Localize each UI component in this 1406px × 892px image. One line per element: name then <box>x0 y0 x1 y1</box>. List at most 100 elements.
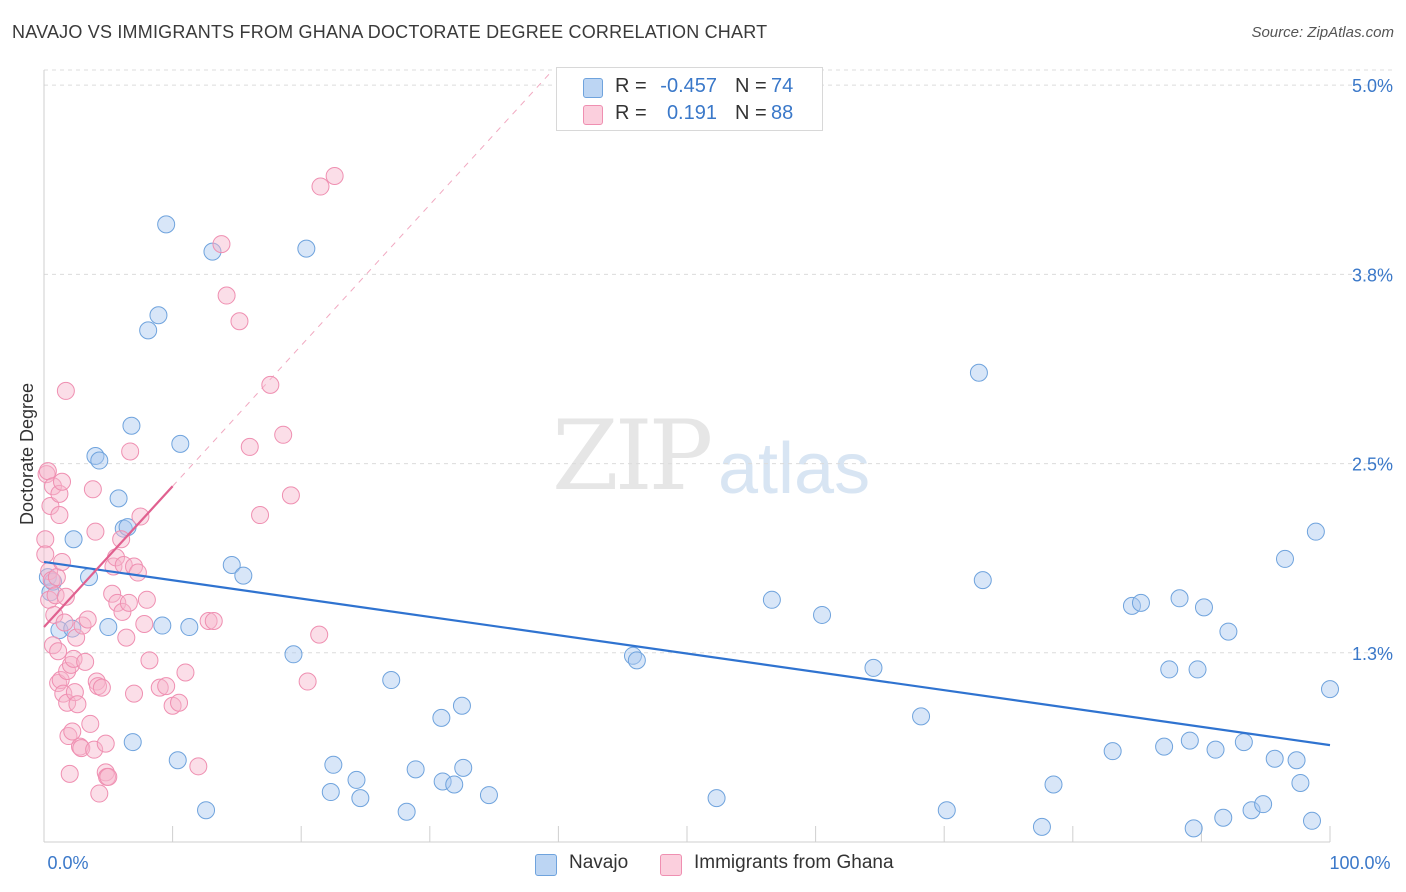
legend-row-ghana: R = 0.191 N = 88 <box>557 101 822 127</box>
source-label: Source: ZipAtlas.com <box>1251 24 1394 41</box>
ghana-point <box>261 375 280 394</box>
navajo-point <box>1287 751 1306 770</box>
ghana-point <box>81 714 100 733</box>
ghana-point <box>298 672 317 691</box>
legend-label-ghana: Immigrants from Ghana <box>694 852 894 873</box>
ghana-point <box>204 611 223 630</box>
chart-title: NAVAJO VS IMMIGRANTS FROM GHANA DOCTORAT… <box>12 22 768 42</box>
ghana-point <box>189 757 208 776</box>
x-tick-label: 0.0% <box>47 853 88 873</box>
ghana-point <box>49 674 68 693</box>
navajo-point <box>813 605 832 624</box>
navajo-point <box>1194 598 1213 617</box>
ghana-point <box>311 177 330 196</box>
navajo-point <box>406 760 425 779</box>
ghana-point <box>157 677 176 696</box>
ghana-point <box>99 767 118 786</box>
ghana-point <box>85 740 104 759</box>
navajo-point <box>1160 660 1179 679</box>
legend-swatch-ghana <box>660 854 682 876</box>
ghana-point <box>83 480 102 499</box>
navajo-point <box>109 489 128 508</box>
navajo-point <box>864 658 883 677</box>
navajo-point <box>203 242 222 261</box>
ghana-point <box>112 530 131 549</box>
navajo-point <box>64 530 83 549</box>
ghana-point <box>103 584 122 603</box>
ghana-point <box>68 695 87 714</box>
navajo-point <box>1234 733 1253 752</box>
ghana-point <box>41 496 60 515</box>
ghana-point <box>86 522 105 541</box>
navajo-point <box>1291 773 1310 792</box>
y-tick-label: 5.0% <box>1352 76 1393 96</box>
ghana-point <box>170 693 189 712</box>
navajo-point <box>347 770 366 789</box>
ghana-point <box>64 649 83 668</box>
navajo-point <box>1275 549 1294 568</box>
ghana-point <box>60 764 79 783</box>
ghana-point <box>56 381 75 400</box>
navajo-point <box>1044 775 1063 794</box>
navajo-point <box>180 618 199 637</box>
ghana-point <box>128 563 147 582</box>
ghana-point <box>53 552 72 571</box>
ghana-point <box>212 235 231 254</box>
navajo-point <box>1254 795 1273 814</box>
navajo-point <box>139 321 158 340</box>
navajo-point <box>973 571 992 590</box>
navajo-point <box>123 733 142 752</box>
correlation-legend: R = -0.457 N = 74 R = 0.191 N = 88 <box>556 67 823 131</box>
navajo-point <box>1242 801 1261 820</box>
y-axis-title: Doctorate Degree <box>17 383 37 525</box>
ghana-point <box>125 684 144 703</box>
ghana-point <box>72 739 91 758</box>
ghana-point <box>36 545 55 564</box>
ghana-point <box>47 568 66 587</box>
ghana-point <box>55 613 74 632</box>
ghana-trend-line <box>43 485 174 628</box>
navajo-point <box>479 786 498 805</box>
ghana-point <box>90 784 109 803</box>
ghana-point <box>44 636 63 655</box>
navajo-point <box>122 416 141 435</box>
ghana-point <box>176 663 195 682</box>
legend-n-value: 88 <box>771 102 794 124</box>
navajo-point <box>1032 817 1051 836</box>
ghana-point <box>230 312 249 331</box>
navajo-point <box>627 651 646 670</box>
navajo-point <box>452 696 471 715</box>
y-tick-label: 2.5% <box>1352 455 1393 475</box>
navajo-point <box>351 789 370 808</box>
navajo-point <box>234 566 253 585</box>
ghana-point <box>150 678 169 697</box>
y-tick-label: 1.3% <box>1352 644 1393 664</box>
ghana-point <box>140 651 159 670</box>
ghana-point <box>137 590 156 609</box>
watermark-atlas: atlas <box>718 429 871 509</box>
legend-r-value: -0.457 <box>660 75 717 97</box>
ghana-point <box>131 507 150 526</box>
ghana-point <box>92 678 111 697</box>
navajo-point <box>1103 742 1122 761</box>
ghana-point <box>96 734 115 753</box>
ghana-point <box>310 625 329 644</box>
navajo-point <box>99 618 118 637</box>
ghana-point <box>49 642 68 661</box>
navajo-point <box>1188 660 1207 679</box>
ghana-point <box>73 616 92 635</box>
navajo-point <box>149 306 168 325</box>
navajo-point <box>284 645 303 664</box>
navajo-point <box>969 363 988 382</box>
x-tick-label: 100.0% <box>1329 853 1390 873</box>
navajo-point <box>707 789 726 808</box>
navajo-point <box>297 239 316 258</box>
navajo-point <box>454 758 473 777</box>
navajo-point <box>1180 731 1199 750</box>
navajo-point <box>1170 589 1189 608</box>
navajo-point <box>1265 749 1284 768</box>
ghana-point <box>51 671 70 690</box>
ghana-point <box>119 593 138 612</box>
navajo-point <box>445 775 464 794</box>
navajo-point <box>1302 811 1321 830</box>
